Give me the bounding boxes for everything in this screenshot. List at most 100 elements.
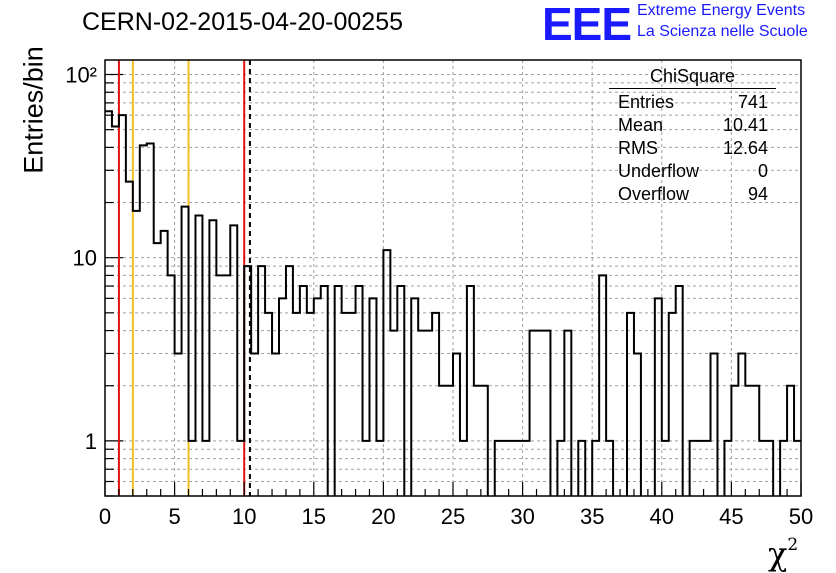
histogram-bin — [272, 353, 279, 496]
logo-line-2: La Scienza nelle Scuole — [637, 23, 808, 40]
histogram-bin — [154, 243, 161, 496]
histogram-bin — [425, 331, 432, 496]
stats-value: 12.64 — [722, 138, 768, 158]
histogram-bin — [808, 441, 815, 496]
histogram-bin — [655, 298, 662, 496]
histogram-bin — [209, 220, 216, 496]
x-tick-label: 30 — [510, 504, 534, 529]
histogram-bin — [383, 250, 390, 496]
histogram-bin — [711, 353, 718, 496]
x-tick-label: 5 — [168, 504, 180, 529]
stats-label: Overflow — [618, 184, 690, 204]
histogram-bin — [745, 386, 752, 496]
histogram-bin — [279, 298, 286, 496]
stats-row-entries: Entries 741 — [612, 91, 774, 114]
x-axis-label: χ2 — [768, 535, 798, 573]
axis-ticks — [104, 482, 802, 496]
histogram-bin — [801, 441, 808, 496]
histogram-bin — [453, 353, 460, 496]
stats-label: Mean — [618, 115, 664, 135]
histogram-bin — [397, 286, 404, 496]
histogram-bin — [516, 441, 523, 496]
histogram-bin — [787, 386, 794, 496]
histogram-bin — [314, 298, 321, 496]
histogram-bin — [752, 386, 759, 496]
histogram-bin — [662, 441, 669, 496]
histogram-bin — [690, 441, 697, 496]
y-axis-label: Entries/bin — [18, 46, 49, 174]
histogram-bin — [822, 386, 829, 496]
histogram-bin — [126, 182, 133, 496]
histogram-bin — [627, 313, 634, 496]
eee-logo: EEE — [542, 0, 632, 50]
histogram-bin — [509, 441, 516, 496]
histogram-bin — [418, 331, 425, 496]
histogram-bin — [523, 441, 530, 496]
stats-value: 10.41 — [722, 115, 768, 135]
histogram-bin — [307, 313, 314, 496]
histogram-bin — [147, 144, 154, 496]
histogram-bin — [634, 353, 641, 496]
logo-line-1: Extreme Energy Events — [637, 2, 806, 19]
histogram-bin — [300, 286, 307, 496]
histogram-bin — [557, 441, 564, 496]
stats-title: ChiSquare — [609, 66, 776, 89]
histogram-bin — [175, 353, 182, 496]
x-axis-label-base: χ — [768, 535, 788, 573]
histogram-bin — [578, 441, 585, 496]
stats-label: Entries — [618, 92, 675, 112]
histogram-bin — [369, 298, 376, 496]
y-tick-label: 1 — [85, 429, 97, 454]
chart-title: CERN-02-2015-04-20-00255 — [82, 8, 404, 36]
stats-row-rms: RMS 12.64 — [612, 137, 774, 160]
histogram-bin — [592, 441, 599, 496]
x-axis-label-sup: 2 — [787, 535, 799, 555]
histogram-bin — [161, 231, 168, 496]
histogram-bin — [439, 386, 446, 496]
histogram-bin — [321, 286, 328, 496]
histogram-bin — [258, 266, 265, 496]
histogram-bin — [731, 386, 738, 496]
histogram-bin — [230, 225, 237, 496]
histogram-bin — [202, 441, 209, 496]
histogram-bin — [265, 313, 272, 496]
histogram-bin — [237, 441, 244, 496]
histogram-bin — [195, 215, 202, 496]
histogram-bin — [119, 115, 126, 496]
histogram-bin — [411, 298, 418, 496]
histogram-bin — [105, 111, 112, 496]
histogram-bin — [759, 441, 766, 496]
histogram-bin — [182, 207, 189, 496]
x-tick-label: 25 — [441, 504, 465, 529]
histogram-bin — [530, 331, 537, 496]
histogram-bin — [244, 266, 251, 496]
histogram-bin — [564, 331, 571, 496]
stats-label: Underflow — [618, 161, 700, 181]
stats-row-overflow: Overflow 94 — [612, 183, 774, 206]
histogram-bin — [738, 353, 745, 496]
stats-box: ChiSquare Entries 741 Mean 10.41 RMS 12.… — [609, 66, 776, 206]
histogram-bin — [829, 386, 836, 496]
histogram-bin — [251, 353, 258, 496]
histogram-bin — [697, 441, 704, 496]
histogram-bin — [349, 313, 356, 496]
histogram-bin — [133, 211, 140, 496]
x-tick-label: 20 — [371, 504, 395, 529]
histogram-bin — [537, 331, 544, 496]
histogram-outline — [105, 110, 801, 496]
x-tick-label: 0 — [99, 504, 111, 529]
tick-labels: 0 5 10 15 20 25 30 35 40 45 50 1 10 10² — [65, 63, 813, 529]
histogram-bin — [815, 353, 822, 496]
histogram-bin — [223, 275, 230, 496]
histogram-bin — [168, 275, 175, 496]
histogram-bin — [293, 313, 300, 496]
histogram-bin — [446, 386, 453, 496]
stats-value: 94 — [747, 184, 768, 204]
histogram-bin — [676, 286, 683, 496]
histogram-bin — [502, 441, 509, 496]
histogram-bin — [794, 441, 801, 496]
plot-frame — [104, 59, 802, 497]
y-tick-label: 10² — [65, 63, 97, 88]
histogram-bin — [766, 441, 773, 496]
